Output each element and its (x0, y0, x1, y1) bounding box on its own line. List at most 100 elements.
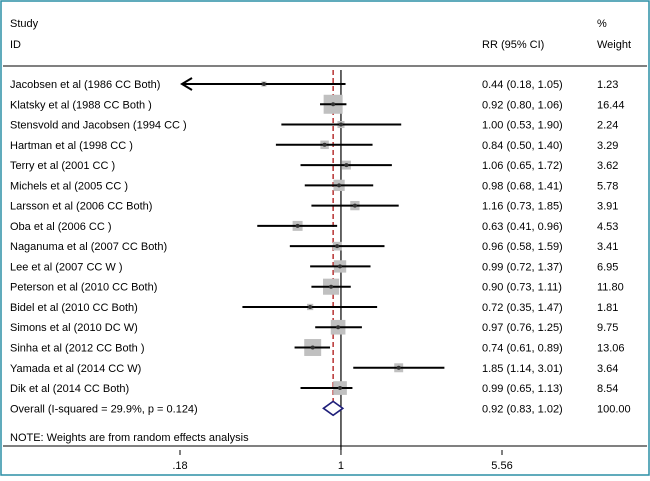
study-row: Simons et al (2010 DC W) 0.97 (0.76, 1.25… (10, 319, 618, 335)
point-estimate (329, 284, 334, 289)
study-weight: 3.64 (597, 363, 618, 375)
x-axis: .18 1 5.56 (172, 450, 513, 472)
study-label: Larsson et al (2006 CC Both) (10, 201, 152, 213)
point-estimate (336, 325, 341, 330)
study-label: Oba et al (2006 CC ) (10, 221, 112, 233)
study-rows: Jacobsen et al (1986 CC Both) 0.44 (0.18,… (10, 70, 631, 450)
study-row: Larsson et al (2006 CC Both) 1.16 (0.73, … (10, 201, 618, 213)
study-label: Hartman et al (1998 CC ) (10, 140, 133, 152)
point-estimate (295, 223, 300, 228)
point-estimate (331, 102, 336, 107)
study-label: Simons et al (2010 DC W) (10, 322, 138, 334)
study-ci: 1.16 (0.73, 1.85) (482, 201, 563, 213)
study-weight: 8.54 (597, 383, 618, 395)
study-row: Naganuma et al (2007 CC Both) 0.96 (0.58,… (10, 241, 618, 253)
header-study: Study (10, 18, 39, 30)
x-tick-label: 5.56 (491, 460, 512, 472)
point-estimate (335, 244, 340, 249)
study-label: Terry et al (2001 CC ) (10, 160, 115, 172)
study-label: Michels et al (2005 CC ) (10, 180, 128, 192)
study-ci: 0.99 (0.65, 1.13) (482, 383, 563, 395)
study-row: Oba et al (2006 CC ) 0.63 (0.41, 0.96) 4.5… (10, 221, 618, 233)
point-estimate (396, 365, 401, 370)
study-weight: 3.41 (597, 241, 618, 253)
study-ci: 1.85 (1.14, 3.01) (482, 363, 563, 375)
study-label: Klatsky et al (1988 CC Both ) (10, 99, 152, 111)
study-ci: 0.72 (0.35, 1.47) (482, 302, 563, 314)
study-ci: 0.74 (0.61, 0.89) (482, 343, 563, 355)
study-row: Hartman et al (1998 CC ) 0.84 (0.50, 1.40… (10, 140, 618, 152)
overall-ci: 0.92 (0.83, 1.02) (482, 403, 563, 415)
study-ci: 0.63 (0.41, 0.96) (482, 221, 563, 233)
study-weight: 1.81 (597, 302, 618, 314)
study-row: Lee et al (2007 CC W ) 0.99 (0.72, 1.37) 6… (10, 260, 618, 273)
study-ci: 0.98 (0.68, 1.41) (482, 180, 563, 192)
overall-label: Overall (I-squared = 29.9%, p = 0.124) (10, 403, 198, 415)
study-ci: 0.92 (0.80, 1.06) (482, 99, 563, 111)
study-row: Michels et al (2005 CC ) 0.98 (0.68, 1.41… (10, 179, 618, 192)
study-weight: 5.78 (597, 180, 618, 192)
point-estimate (352, 203, 357, 208)
header-id: ID (10, 39, 21, 51)
study-weight: 3.91 (597, 201, 618, 213)
weights-note: NOTE: Weights are from random effects an… (10, 432, 249, 444)
point-estimate (308, 304, 313, 309)
x-tick-label: .18 (172, 460, 187, 472)
study-weight: 13.06 (597, 343, 625, 355)
study-label: Dik et al (2014 CC Both) (10, 383, 129, 395)
header-weight: Weight (597, 39, 631, 51)
point-estimate (337, 183, 342, 188)
study-weight: 2.24 (597, 120, 618, 132)
header-rr: RR (95% CI) (482, 39, 544, 51)
study-ci: 0.84 (0.50, 1.40) (482, 140, 563, 152)
study-label: Jacobsen et al (1986 CC Both) (10, 79, 160, 91)
study-label: Naganuma et al (2007 CC Both) (10, 241, 167, 253)
study-label: Sinha et al (2012 CC Both ) (10, 343, 145, 355)
point-estimate (338, 386, 343, 391)
study-row: Bidel et al (2010 CC Both) 0.72 (0.35, 1.… (10, 302, 618, 314)
study-weight: 3.29 (597, 140, 618, 152)
study-ci: 0.97 (0.76, 1.25) (482, 322, 563, 334)
header-weight-percent: % (597, 18, 607, 30)
study-label: Peterson et al (2010 CC Both) (10, 282, 157, 294)
study-ci: 0.99 (0.72, 1.37) (482, 261, 563, 273)
study-row: Klatsky et al (1988 CC Both ) 0.92 (0.80,… (10, 94, 625, 114)
point-estimate (322, 142, 327, 147)
study-ci: 0.90 (0.73, 1.11) (482, 282, 562, 294)
ci-arrow-left (180, 77, 193, 91)
study-weight: 1.23 (597, 79, 618, 91)
study-label: Lee et al (2007 CC W ) (10, 261, 123, 273)
study-row: Dik et al (2014 CC Both) 0.99 (0.65, 1.13… (10, 381, 618, 395)
study-weight: 9.75 (597, 322, 618, 334)
study-weight: 11.80 (597, 282, 624, 294)
study-row: Stensvold and Jacobsen (1994 CC ) 1.00 (0… (10, 120, 618, 132)
study-row: Jacobsen et al (1986 CC Both) 0.44 (0.18,… (10, 77, 618, 91)
study-label: Stensvold and Jacobsen (1994 CC ) (10, 120, 187, 132)
study-label: Yamada et al (2014 CC W) (10, 363, 141, 375)
point-estimate (344, 163, 349, 168)
point-estimate (261, 82, 266, 86)
point-estimate (310, 345, 315, 350)
study-row: Terry et al (2001 CC ) 1.06 (0.65, 1.72) 3… (10, 160, 618, 172)
study-ci: 0.96 (0.58, 1.59) (482, 241, 563, 253)
study-weight: 4.53 (597, 221, 618, 233)
point-estimate (338, 264, 343, 269)
study-ci: 0.44 (0.18, 1.05) (482, 79, 563, 91)
point-estimate (338, 122, 343, 127)
study-label: Bidel et al (2010 CC Both) (10, 302, 138, 314)
study-weight: 6.95 (597, 261, 618, 273)
study-ci: 1.06 (0.65, 1.72) (482, 160, 563, 172)
study-row: Sinha et al (2012 CC Both ) 0.74 (0.61, 0… (10, 339, 625, 356)
study-weight: 3.62 (597, 160, 618, 172)
study-row: Peterson et al (2010 CC Both) 0.90 (0.73,… (10, 278, 624, 295)
overall-row: Overall (I-squared = 29.9%, p = 0.124) 0.… (10, 400, 631, 417)
overall-diamond (322, 400, 345, 417)
overall-weight: 100.00 (597, 403, 631, 415)
study-ci: 1.00 (0.53, 1.90) (482, 120, 563, 132)
x-tick-label: 1 (338, 460, 344, 472)
study-weight: 16.44 (597, 99, 625, 111)
study-row: Yamada et al (2014 CC W) 1.85 (1.14, 3.01… (10, 363, 618, 375)
